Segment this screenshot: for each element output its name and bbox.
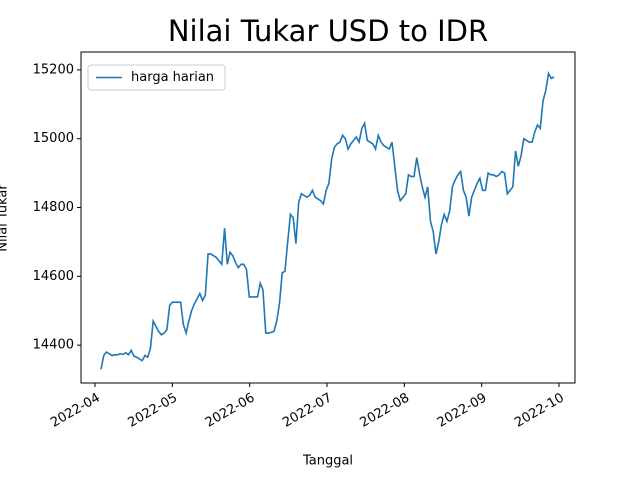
chart-title: Nilai Tukar USD to IDR [168,14,488,48]
legend-box [87,64,226,91]
y-tick-label: 14600 [33,269,74,284]
line-series [100,70,555,370]
y-tick-label: 14400 [33,338,74,353]
x-axis-label: Tanggal [302,454,353,469]
y-axis-label: Nilai Tukar [0,184,11,252]
y-tick-label: 14800 [33,200,74,215]
y-tick-label: 15200 [33,62,74,77]
y-tick-label: 15000 [33,131,74,146]
legend-label: harga harian [131,70,214,85]
plot-frame [80,51,576,384]
